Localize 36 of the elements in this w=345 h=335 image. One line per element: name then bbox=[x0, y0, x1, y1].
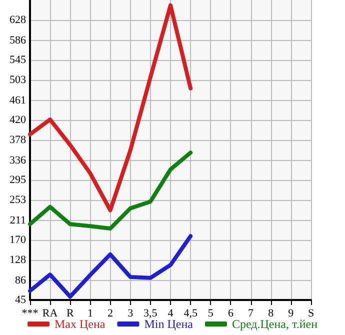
x-tick-label: 5 bbox=[208, 308, 214, 320]
x-tick-label: 1 bbox=[87, 308, 93, 320]
y-tick-label: 253 bbox=[10, 194, 26, 206]
y-tick-label: 378 bbox=[10, 134, 26, 146]
legend-label: Min Цена bbox=[144, 317, 194, 331]
x-tick-label: 6 bbox=[228, 308, 234, 320]
x-tick-label: 3,5 bbox=[144, 308, 158, 320]
x-tick-label: 4,5 bbox=[184, 308, 198, 320]
y-tick-label: 586 bbox=[10, 34, 26, 46]
y-tick-label: 461 bbox=[10, 94, 26, 106]
y-tick-label: 86 bbox=[15, 274, 26, 286]
legend-label: Сред.Цена, т.йен bbox=[232, 317, 318, 331]
line-series bbox=[28, 3, 193, 212]
y-tick-label: 628 bbox=[10, 14, 26, 26]
y-tick-label: 503 bbox=[10, 74, 26, 86]
x-tick-label: S bbox=[308, 308, 314, 320]
y-tick-label: 336 bbox=[10, 154, 26, 166]
y-tick-label: 170 bbox=[10, 234, 26, 246]
x-tick-label: 3 bbox=[128, 308, 134, 320]
y-tick-label: 545 bbox=[10, 54, 26, 66]
x-tick-label: 7 bbox=[248, 308, 254, 320]
y-tick-label: 45 bbox=[15, 294, 26, 306]
x-tick-label: RA bbox=[42, 308, 58, 320]
x-tick-label: 8 bbox=[268, 308, 274, 320]
y-tick-label: 211 bbox=[10, 214, 26, 226]
line-series bbox=[28, 234, 193, 299]
x-tick-label: R bbox=[66, 308, 74, 320]
y-tick-label: 128 bbox=[10, 254, 26, 266]
y-tick-label: 420 bbox=[10, 114, 26, 126]
line-series bbox=[28, 150, 193, 230]
x-tick-label: 4 bbox=[168, 308, 174, 320]
x-tick-label: *** bbox=[22, 308, 38, 320]
x-tick-label: 9 bbox=[288, 308, 294, 320]
y-tick-label: 295 bbox=[10, 174, 26, 186]
x-tick-label: 2 bbox=[108, 308, 114, 320]
legend-label: Max Цена bbox=[54, 317, 106, 331]
